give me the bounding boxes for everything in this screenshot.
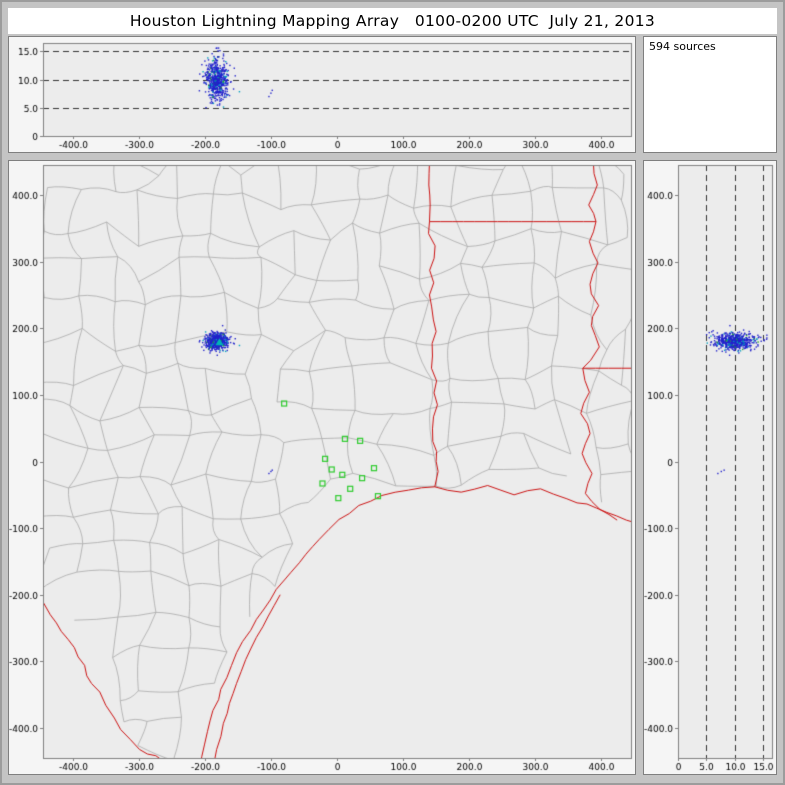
page-title: Houston Lightning Mapping Array 0100-020…: [129, 12, 656, 30]
title-bar: Houston Lightning Mapping Array 0100-020…: [8, 8, 777, 34]
ns-altitude-chart: [644, 161, 776, 774]
ns-altitude-panel: [643, 160, 777, 775]
plan-view-panel: [8, 160, 636, 775]
source-count-label: 594 sources: [649, 40, 716, 53]
plan-view-chart: [9, 161, 635, 774]
ew-altitude-chart: [9, 37, 635, 152]
ew-altitude-panel: [8, 36, 636, 153]
source-count-panel: 594 sources: [643, 36, 777, 153]
